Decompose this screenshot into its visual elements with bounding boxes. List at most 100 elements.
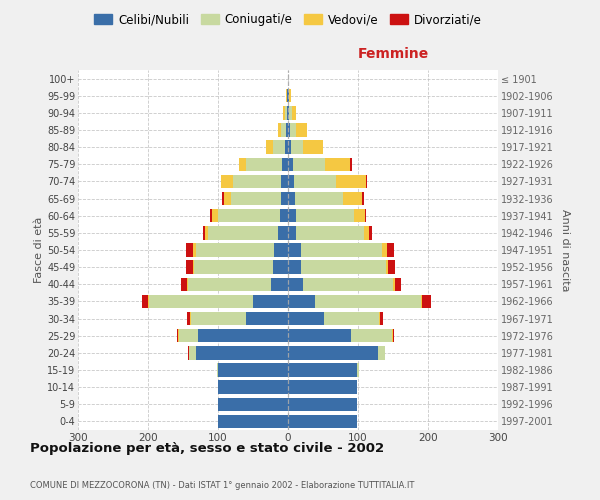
Bar [343,192,362,205]
Bar [187,312,190,326]
Bar [224,192,230,205]
Bar [288,329,351,342]
Bar [296,124,307,136]
Bar [293,158,325,171]
Bar [377,346,385,360]
Bar [178,329,179,342]
Bar [284,106,287,120]
Bar [274,244,288,256]
Bar [239,158,246,171]
Bar [288,106,289,120]
Bar [288,174,295,188]
Bar [149,294,253,308]
Bar [181,278,187,291]
Bar [365,209,367,222]
Bar [296,226,364,239]
Bar [288,346,377,360]
Bar [266,140,272,154]
Bar [388,260,395,274]
Bar [286,89,287,102]
Bar [186,260,193,274]
Bar [281,174,288,188]
Bar [296,209,354,222]
Bar [288,364,356,376]
Text: Popolazione per età, sesso e stato civile - 2002: Popolazione per età, sesso e stato civil… [30,442,384,455]
Bar [354,209,365,222]
Bar [277,124,281,136]
Bar [337,174,366,188]
Bar [176,329,178,342]
Bar [288,398,356,411]
Bar [289,89,291,102]
Bar [218,414,288,428]
Bar [288,124,290,136]
Bar [295,192,343,205]
Bar [421,294,422,308]
Bar [218,398,288,411]
Bar [209,209,212,222]
Bar [222,192,224,205]
Bar [362,192,364,205]
Bar [314,294,421,308]
Bar [392,329,393,342]
Bar [203,226,205,239]
Bar [285,140,288,154]
Bar [301,244,382,256]
Bar [221,174,233,188]
Bar [218,380,288,394]
Bar [288,294,314,308]
Bar [246,312,288,326]
Bar [351,329,392,342]
Bar [289,106,292,120]
Bar [350,158,352,171]
Bar [193,244,196,256]
Bar [196,244,274,256]
Bar [290,124,296,136]
Y-axis label: Anni di nascita: Anni di nascita [560,209,571,291]
Bar [382,244,388,256]
Bar [288,158,293,171]
Bar [230,192,281,205]
Legend: Celibi/Nubili, Coniugati/e, Vedovi/e, Divorziati/e: Celibi/Nubili, Coniugati/e, Vedovi/e, Di… [89,8,487,31]
Bar [218,364,288,376]
Bar [393,278,395,291]
Text: Femmine: Femmine [358,47,428,61]
Bar [301,260,386,274]
Bar [283,158,288,171]
Bar [246,158,283,171]
Bar [278,226,288,239]
Bar [281,192,288,205]
Bar [287,89,288,102]
Bar [205,226,208,239]
Bar [187,278,188,291]
Bar [422,294,431,308]
Bar [380,312,383,326]
Bar [288,140,291,154]
Bar [287,106,288,120]
Bar [194,260,272,274]
Bar [304,140,323,154]
Bar [288,278,304,291]
Bar [191,312,246,326]
Bar [288,192,295,205]
Bar [393,329,394,342]
Bar [196,346,288,360]
Bar [288,244,301,256]
Bar [395,278,401,291]
Bar [288,260,301,274]
Bar [217,364,218,376]
Bar [281,124,286,136]
Bar [186,244,193,256]
Bar [188,346,196,360]
Bar [142,294,148,308]
Bar [193,260,194,274]
Bar [212,209,218,222]
Bar [288,89,289,102]
Bar [148,294,149,308]
Bar [188,278,271,291]
Bar [283,106,284,120]
Bar [291,140,304,154]
Text: COMUNE DI MEZZOCORONA (TN) - Dati ISTAT 1° gennaio 2002 - Elaborazione TUTTITALI: COMUNE DI MEZZOCORONA (TN) - Dati ISTAT … [30,481,415,490]
Bar [272,260,288,274]
Bar [272,140,285,154]
